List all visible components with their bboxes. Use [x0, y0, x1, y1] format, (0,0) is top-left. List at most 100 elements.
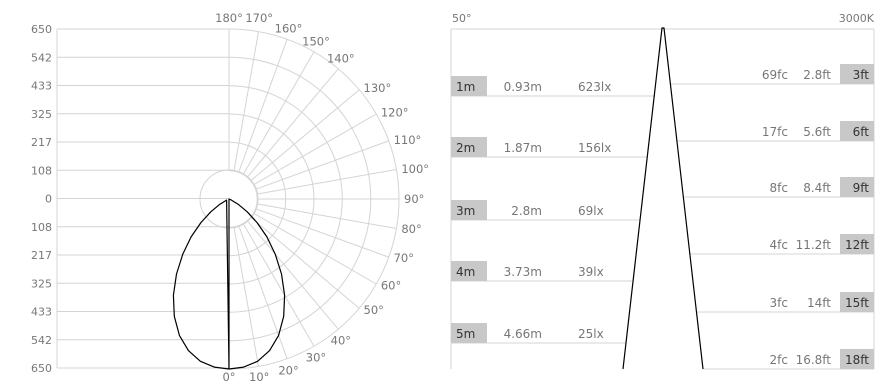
angle-label: 130°	[364, 81, 392, 95]
imperial-distance-badge	[840, 349, 874, 369]
polar-ray	[243, 51, 315, 175]
beam-diameter-metric: 0.93m	[504, 80, 542, 94]
imperial-distance-badge	[840, 292, 874, 312]
angle-label: 160°	[275, 21, 303, 35]
polar-ray	[250, 89, 360, 181]
beam-diameter-metric: 1.87m	[504, 141, 542, 155]
imperial-distance-label: 15ft	[845, 296, 869, 310]
illuminance-lux: 25lx	[578, 327, 604, 341]
imperial-distance-label: 12ft	[845, 238, 869, 252]
angle-label: 70°	[394, 251, 414, 265]
illuminance-fc: 17fc	[762, 125, 788, 139]
angle-label: 50°	[364, 303, 384, 317]
intensity-label: 433	[31, 306, 52, 319]
angle-label: 100°	[401, 162, 429, 176]
imperial-distance-label: 3ft	[853, 68, 870, 82]
polar-ray	[257, 168, 397, 195]
imperial-distance-label: 18ft	[845, 353, 869, 367]
polar-ring	[228, 170, 258, 228]
polar-ray	[257, 203, 397, 230]
cct-label: 3000K	[839, 12, 875, 25]
illuminance-fc: 69fc	[762, 68, 788, 82]
illuminance-fc: 2fc	[770, 353, 788, 367]
intensity-label: 108	[31, 221, 52, 234]
polar-ring	[228, 85, 343, 313]
beam-diameter-metric: 2.8m	[511, 204, 542, 218]
metric-distance-label: 2m	[456, 141, 475, 155]
polar-ray	[238, 39, 288, 172]
polar-ring	[228, 28, 400, 370]
metric-distance-badge	[451, 76, 487, 96]
polar-ray	[243, 223, 315, 347]
angle-label: 150°	[302, 34, 330, 48]
illuminance-lux: 39lx	[578, 265, 604, 279]
polar-candela-diagram: 650 542 433 325 217 108 0 108 217 325 433 542 650 180…	[31, 11, 429, 383]
illuminance-fc: 8fc	[770, 181, 788, 195]
beam-diameter-imperial: 5.6ft	[803, 125, 831, 139]
intensity-label: 325	[31, 277, 52, 290]
angle-label: 80°	[401, 222, 421, 236]
beam-diameter-metric: 4.66m	[504, 327, 542, 341]
intensity-label: 542	[31, 51, 52, 64]
metric-distance-badge	[451, 200, 487, 220]
angle-label: 20°	[278, 364, 298, 378]
illuminance-lux: 69lx	[578, 204, 604, 218]
metric-distance-label: 4m	[456, 265, 475, 279]
metric-distance-label: 1m	[456, 80, 475, 94]
imperial-distance-badge	[840, 121, 874, 141]
illuminance-lux: 156lx	[578, 141, 611, 155]
intensity-label: 650	[31, 362, 52, 375]
polar-ring	[228, 141, 287, 257]
illuminance-cone-diagram: 50° 3000K 1m 0.93m 623lx 2m 1.87m 156lx 3m 2.8m 69…	[450, 12, 875, 370]
angle-label: 90°	[404, 192, 424, 206]
light-distribution-curve	[172, 198, 286, 370]
angle-label: 120°	[381, 106, 409, 120]
illuminance-fc: 3fc	[770, 296, 788, 310]
polar-ring	[228, 113, 315, 285]
polar-ray	[253, 113, 377, 185]
intensity-label: 217	[31, 249, 52, 262]
angle-label: 60°	[381, 279, 401, 293]
polar-ray	[233, 31, 260, 171]
metric-distance-badge	[451, 323, 487, 343]
polar-ray	[238, 226, 288, 359]
metric-distance-badge	[451, 261, 487, 281]
beam-diameter-imperial: 2.8ft	[803, 68, 831, 82]
angle-label: 180°	[215, 11, 243, 25]
imperial-distance-badge	[840, 64, 874, 84]
angle-label: 30°	[306, 351, 326, 365]
angle-label: 170°	[245, 11, 273, 25]
intensity-label: 433	[31, 80, 52, 93]
beam-diameter-imperial: 8.4ft	[803, 181, 831, 195]
polar-ray	[233, 227, 260, 367]
metric-distance-badge	[451, 137, 487, 157]
beam-angle-label: 50°	[452, 12, 472, 25]
beam-diameter-imperial: 11.2ft	[796, 238, 832, 252]
polar-ray	[247, 68, 339, 178]
illuminance-lux: 623lx	[578, 80, 611, 94]
beam-diameter-metric: 3.73m	[504, 265, 542, 279]
intensity-label: 108	[31, 164, 52, 177]
intensity-label: 217	[31, 136, 52, 149]
intensity-label: 650	[31, 23, 52, 36]
imperial-distance-label: 9ft	[853, 181, 870, 195]
beam-diameter-imperial: 16.8ft	[796, 353, 832, 367]
polar-ray	[253, 213, 377, 285]
polar-ray	[250, 217, 360, 309]
imperial-distance-badge	[840, 177, 874, 197]
angle-label: 10°	[249, 370, 269, 383]
polar-ray	[256, 140, 389, 190]
metric-distance-label: 3m	[456, 204, 475, 218]
angle-label: 40°	[331, 333, 351, 347]
beam-cone-outline	[622, 27, 704, 370]
polar-ring	[228, 56, 371, 342]
intensity-label: 0	[45, 193, 52, 206]
beam-diameter-imperial: 14ft	[807, 296, 831, 310]
metric-distance-label: 5m	[456, 327, 475, 341]
imperial-distance-badge	[840, 234, 874, 254]
illuminance-fc: 4fc	[770, 238, 788, 252]
angle-label: 0°	[222, 370, 235, 383]
imperial-distance-label: 6ft	[853, 125, 870, 139]
intensity-label: 325	[31, 108, 52, 121]
